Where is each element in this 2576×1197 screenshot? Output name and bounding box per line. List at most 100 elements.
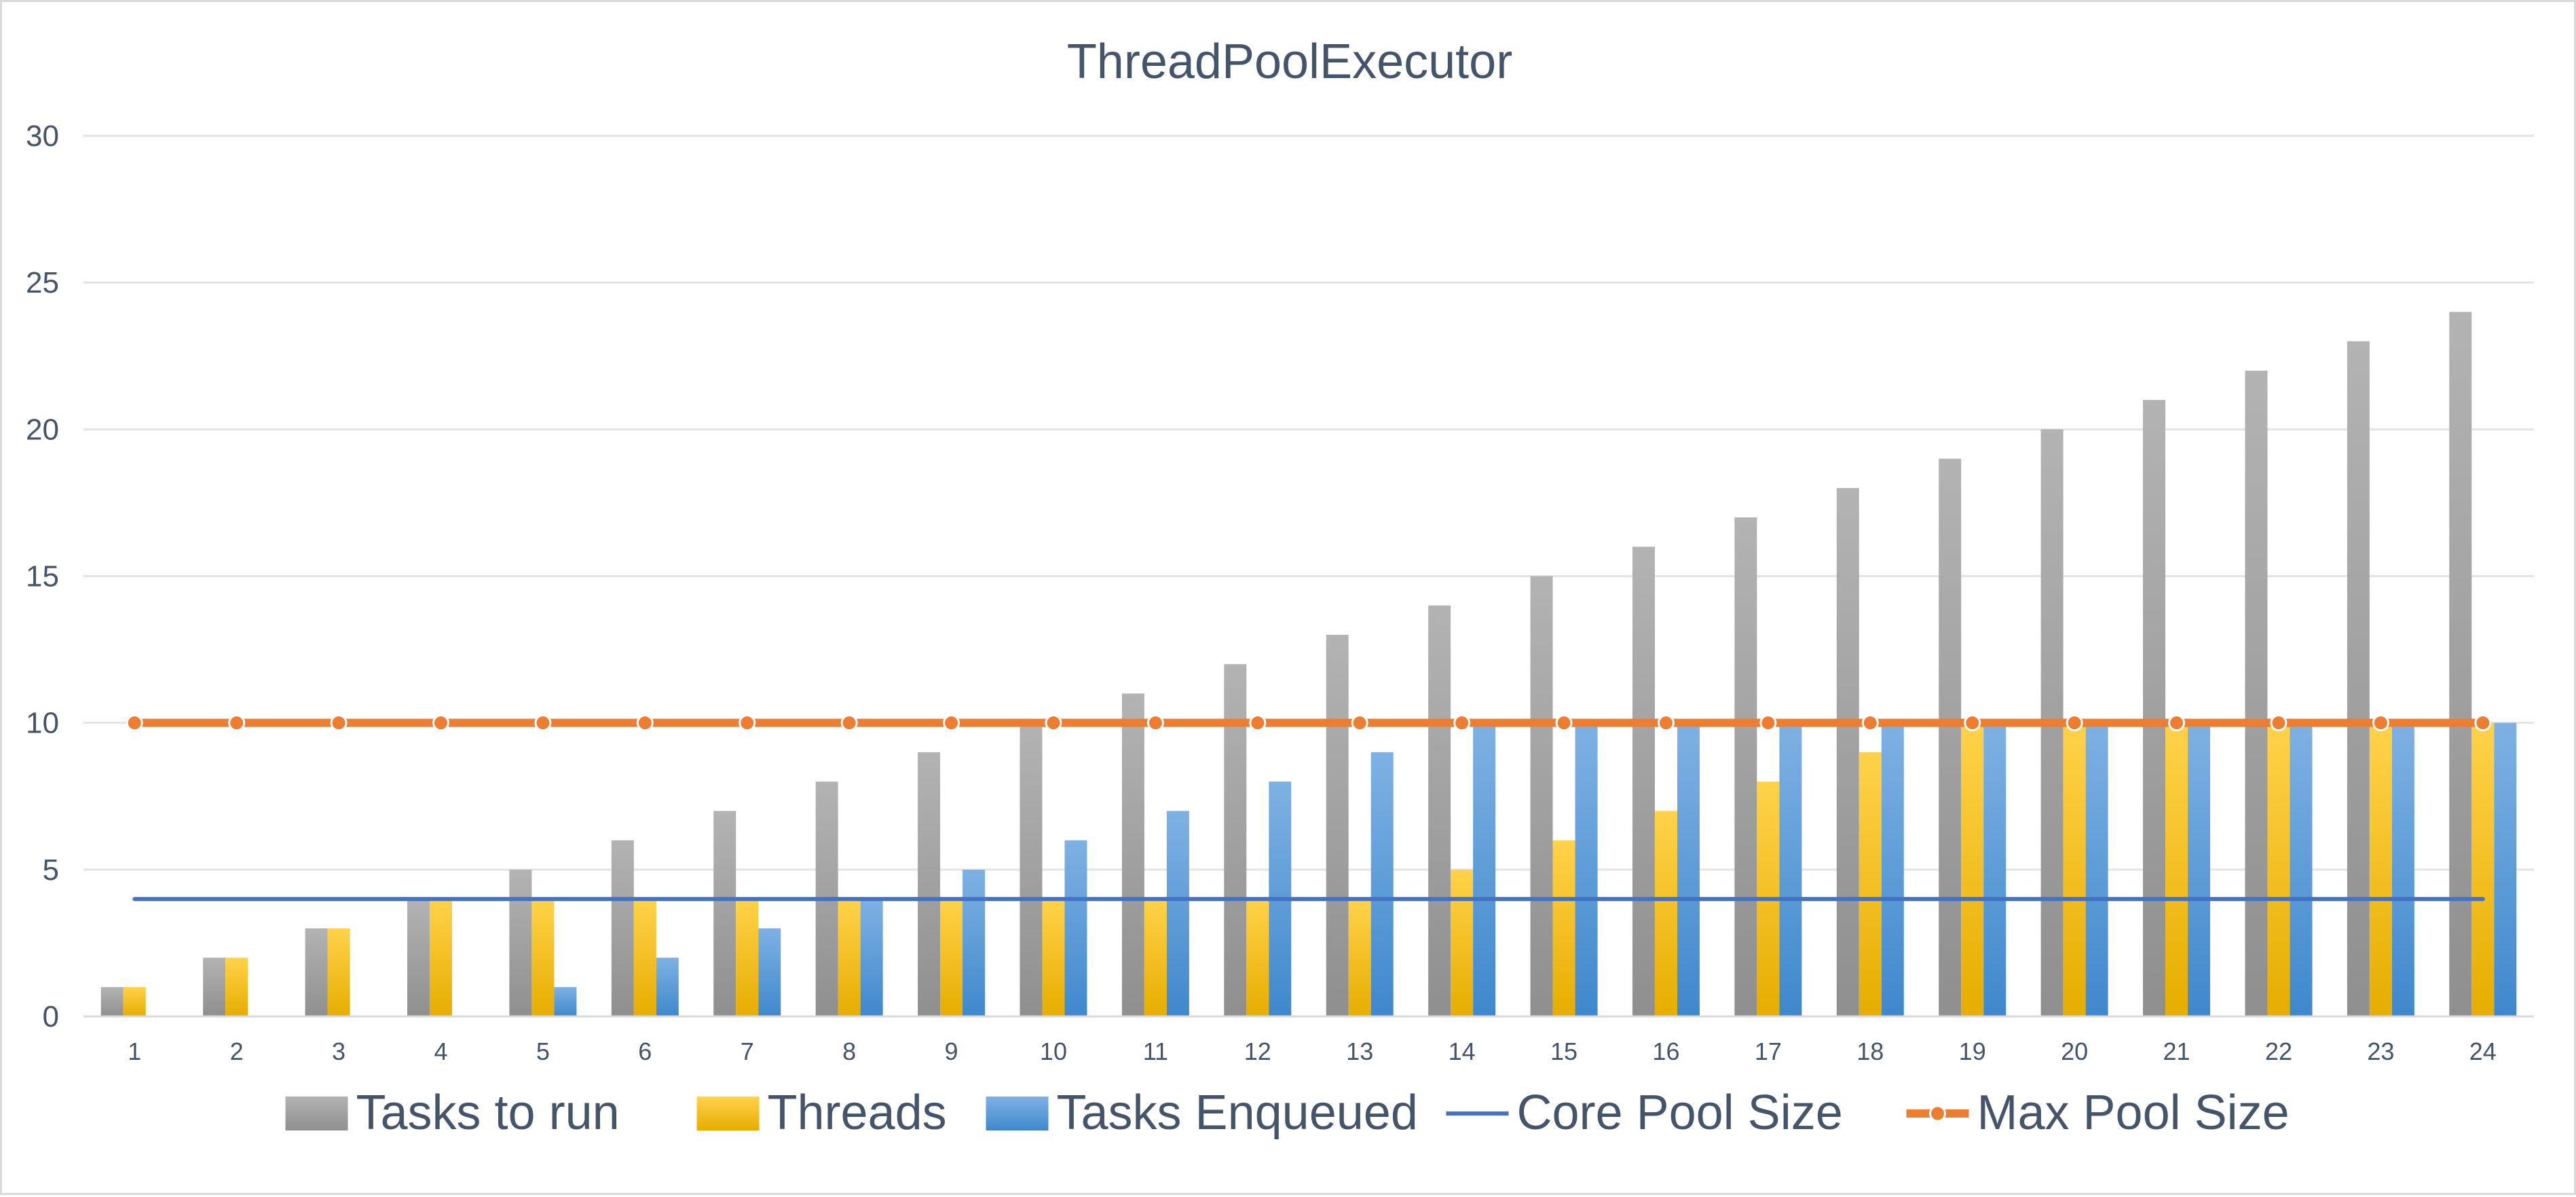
bar-threads (1246, 899, 1269, 1016)
y-tick-label: 15 (26, 560, 59, 593)
bar-tasks-to-run (100, 987, 124, 1016)
bar-tasks-to-run (1734, 517, 1757, 1016)
bar-tasks-to-run (2449, 312, 2472, 1016)
bar-tasks-enqueued (1983, 722, 2006, 1016)
bar-tasks-to-run (1530, 576, 1553, 1016)
bar-threads (327, 928, 350, 1016)
bar-tasks-to-run (918, 752, 941, 1016)
bar-tasks-to-run (1121, 693, 1144, 1016)
bar-tasks-enqueued (1166, 811, 1189, 1016)
bar-threads (838, 899, 861, 1016)
point-max-pool-size (2270, 714, 2288, 732)
point-max-pool-size (2474, 714, 2492, 732)
bar-tasks-to-run (1326, 634, 1349, 1016)
point-max-pool-size (126, 714, 143, 732)
point-max-pool-size (1657, 714, 1675, 732)
x-tick-label: 15 (1550, 1037, 1578, 1065)
point-max-pool-size (2372, 714, 2389, 732)
bar-threads (2063, 722, 2086, 1016)
x-tick-label: 8 (842, 1037, 856, 1065)
point-max-pool-size (943, 714, 960, 732)
bar-threads (736, 899, 759, 1016)
bar-threads (2267, 722, 2290, 1016)
point-max-pool-size (1045, 714, 1062, 732)
point-max-pool-size (840, 714, 858, 732)
point-max-pool-size (1861, 714, 1879, 732)
x-tick-label: 20 (2061, 1037, 2088, 1065)
bar-threads (1042, 899, 1065, 1016)
bar-threads (531, 899, 555, 1016)
point-max-pool-size (1759, 714, 1777, 732)
bar-tasks-enqueued (2290, 722, 2313, 1016)
bar-tasks-to-run (509, 869, 532, 1016)
x-tick-label: 4 (434, 1037, 447, 1065)
bar-tasks-to-run (2347, 341, 2370, 1017)
point-max-pool-size (1249, 714, 1267, 732)
point-max-pool-size (1146, 714, 1164, 732)
bar-tasks-enqueued (2494, 722, 2517, 1016)
legend-item-core-pool-size: Core Pool Size (1446, 1086, 1843, 1140)
bar-tasks-to-run (1224, 664, 1247, 1016)
x-tick-label: 21 (2163, 1037, 2190, 1065)
bar-tasks-enqueued (2188, 722, 2211, 1016)
x-tick-label: 3 (332, 1037, 346, 1065)
legend-item-tasks-enqueued: Tasks Enqueued (986, 1086, 1418, 1140)
bar-tasks-to-run (2143, 400, 2166, 1016)
x-tick-label: 19 (1959, 1037, 1986, 1065)
point-max-pool-size (534, 714, 552, 732)
bar-threads (123, 987, 146, 1016)
x-tick-label: 11 (1143, 1037, 1168, 1065)
point-max-pool-size (2066, 714, 2083, 732)
x-tick-label: 6 (638, 1037, 652, 1065)
point-max-pool-size (636, 714, 654, 732)
legend: Tasks to run Threads Tasks Enqueued Core Po… (285, 1086, 2290, 1140)
bar-threads (225, 957, 248, 1016)
bar-tasks-enqueued (1370, 752, 1394, 1016)
x-tick-label: 12 (1244, 1037, 1271, 1065)
x-tick-label: 9 (945, 1037, 958, 1065)
legend-item-max-pool-size: Max Pool Size (1906, 1086, 2290, 1140)
point-max-pool-size (228, 714, 246, 732)
bar-threads (1654, 811, 1677, 1016)
point-max-pool-size (1555, 714, 1573, 732)
bar-tasks-enqueued (963, 869, 986, 1016)
x-tick-label: 2 (230, 1037, 244, 1065)
bar-tasks-to-run (1428, 605, 1451, 1016)
legend-label: Core Pool Size (1517, 1086, 1843, 1140)
bar-threads (1451, 869, 1474, 1016)
bar-tasks-to-run (2245, 370, 2268, 1016)
legend-label: Threads (768, 1086, 947, 1140)
bar-threads (1552, 840, 1575, 1016)
point-max-pool-size (1964, 714, 1981, 732)
bar-tasks-enqueued (1779, 722, 1802, 1016)
bar-threads (2165, 722, 2188, 1016)
bar-threads (2471, 722, 2495, 1016)
legend-item-threads: Threads (696, 1086, 947, 1140)
bar-tasks-to-run (1836, 487, 1859, 1016)
y-tick-label: 25 (26, 266, 59, 299)
bar-tasks-to-run (305, 928, 328, 1016)
bar-tasks-enqueued (656, 957, 679, 1016)
bar-tasks-enqueued (1677, 722, 1700, 1016)
bar-threads (1348, 899, 1371, 1016)
y-tick-label: 10 (26, 707, 59, 740)
y-tick-label: 0 (43, 1000, 59, 1033)
bars (100, 312, 2517, 1017)
bar-tasks-to-run (713, 811, 736, 1016)
bar-tasks-enqueued (1575, 722, 1598, 1016)
x-tick-label: 22 (2265, 1037, 2292, 1065)
legend-label: Max Pool Size (1977, 1086, 2290, 1140)
x-tick-label: 16 (1652, 1037, 1679, 1065)
bar-threads (1961, 722, 1984, 1016)
x-tick-label: 18 (1856, 1037, 1884, 1065)
point-max-pool-size (2168, 714, 2186, 732)
point-max-pool-size (1351, 714, 1368, 732)
point-max-pool-size (739, 714, 756, 732)
bar-tasks-enqueued (2391, 722, 2414, 1016)
bar-tasks-enqueued (758, 928, 781, 1016)
legend-item-tasks-to-run: Tasks to run (285, 1086, 620, 1140)
y-tick-label: 5 (43, 853, 59, 887)
x-tick-label: 24 (2469, 1037, 2497, 1065)
